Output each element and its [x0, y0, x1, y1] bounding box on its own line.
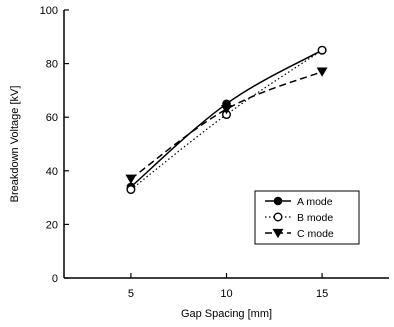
legend-marker	[273, 212, 283, 222]
data-point	[221, 104, 232, 115]
y-tick-label: 20	[46, 219, 58, 231]
series-line	[130, 49, 323, 191]
series-layer	[125, 45, 328, 195]
legend-item: B mode	[265, 212, 333, 224]
legend-label: C mode	[297, 228, 334, 240]
x-axis-ticks: 5 10 15	[128, 273, 328, 300]
legend-item: A mode	[265, 196, 333, 208]
x-tick-label: 15	[316, 288, 328, 300]
x-tick-label: 10	[220, 288, 232, 300]
x-axis-label: Gap Spacing [mm]	[181, 308, 272, 320]
y-tick-label: 100	[40, 5, 58, 17]
series-3	[125, 67, 328, 184]
legend-marker	[272, 228, 284, 239]
data-point	[126, 185, 136, 195]
y-axis-ticks: 0 20 40 60 80 100	[40, 5, 69, 285]
y-tick-label: 80	[46, 59, 58, 71]
y-tick-label: 60	[46, 112, 58, 124]
series-line	[130, 70, 323, 180]
y-tick-label: 0	[52, 273, 58, 285]
data-point	[317, 45, 327, 55]
data-point	[125, 174, 137, 184]
y-tick-label: 40	[46, 166, 58, 178]
y-axis-label: Breakdown Voltage [kV]	[9, 86, 21, 203]
data-point	[316, 67, 328, 77]
x-tick-label: 5	[128, 288, 134, 300]
legend-marker	[273, 196, 283, 206]
legend-label: B mode	[297, 212, 333, 224]
legend-box	[254, 190, 360, 245]
legend: A mode B mode C mode	[254, 190, 360, 245]
legend-label: A mode	[297, 196, 333, 208]
legend-item: C mode	[265, 228, 334, 240]
series-2	[126, 45, 327, 195]
